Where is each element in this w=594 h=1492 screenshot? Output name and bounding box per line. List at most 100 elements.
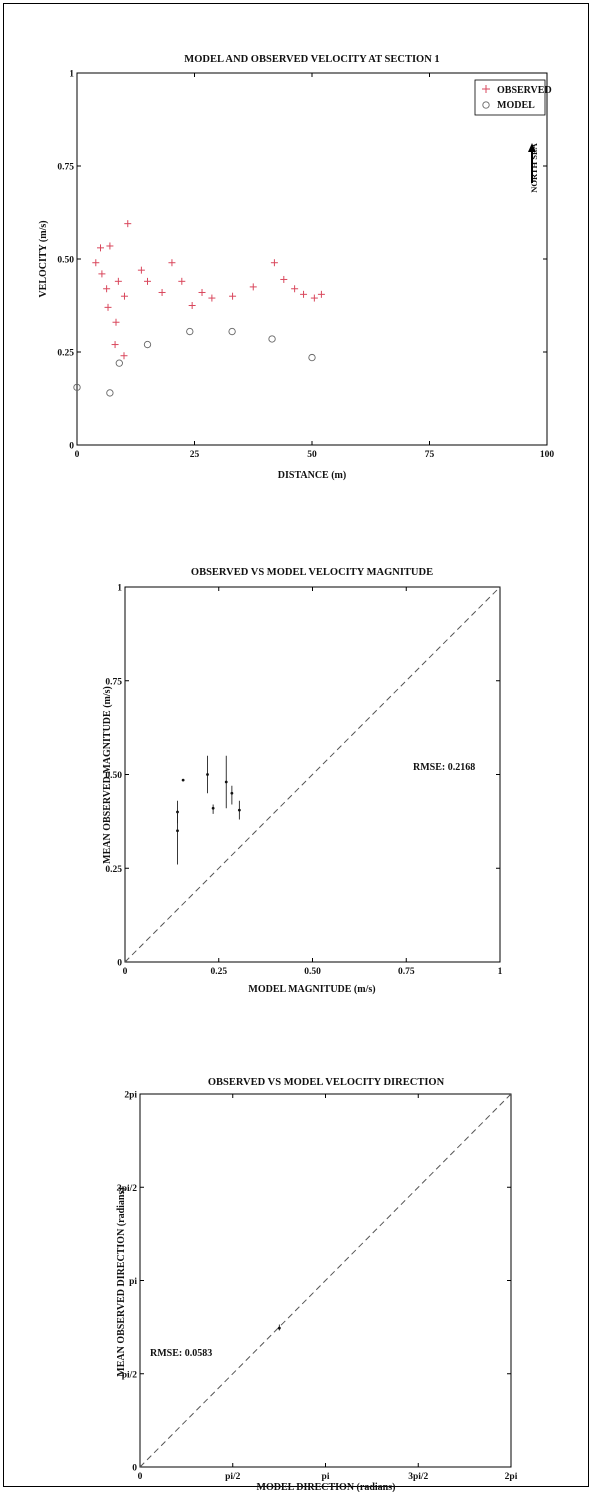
observed-point — [198, 288, 206, 296]
errorbar-point — [206, 755, 209, 794]
model-point — [143, 340, 152, 349]
legend-observed-label: OBSERVED — [497, 85, 552, 96]
observed-point — [317, 290, 325, 298]
y-tick-label: 0 — [132, 1464, 137, 1474]
x-tick-label: 3pi/2 — [408, 1472, 428, 1482]
observed-point — [137, 266, 145, 274]
errorbar-point — [211, 804, 215, 814]
x-tick-label: 1 — [498, 967, 503, 977]
model-point — [186, 327, 194, 336]
x-tick-label: 25 — [190, 450, 200, 460]
observed-point — [300, 290, 308, 298]
observed-point — [168, 259, 176, 267]
x-tick-label: 0.50 — [304, 967, 321, 977]
chart1-legend-box — [474, 79, 546, 116]
x-tick-label: 0.25 — [210, 967, 227, 977]
y-tick-label: 0.75 — [105, 677, 122, 687]
observed-point — [310, 294, 318, 302]
x-tick-label: 50 — [307, 450, 317, 460]
x-tick-label: 0 — [75, 450, 80, 460]
observed-point — [178, 277, 186, 285]
x-tick-label: 100 — [540, 450, 555, 460]
chart2-rmse: RMSE: 0.2168 — [413, 762, 475, 773]
y-tick-label: 2pi — [124, 1091, 137, 1101]
chart3-points — [277, 1324, 281, 1331]
chart1-title: MODEL AND OBSERVED VELOCITY AT SECTION 1 — [184, 54, 439, 65]
observed-point — [97, 244, 104, 252]
observed-point — [208, 294, 216, 302]
y-tick-label: pi/2 — [122, 1370, 138, 1380]
model-point — [115, 359, 123, 367]
y-tick-label: 0.25 — [57, 349, 74, 359]
legend-model-marker — [482, 101, 490, 109]
y-tick-label: 0 — [69, 442, 74, 452]
model-point — [106, 389, 114, 397]
observed-point — [112, 318, 120, 326]
observed-point — [111, 341, 119, 349]
model-point — [268, 335, 276, 343]
chart2-title: OBSERVED VS MODEL VELOCITY MAGNITUDE — [191, 567, 433, 578]
north-arrow-icon — [528, 143, 536, 183]
observed-point — [270, 259, 278, 267]
y-tick-label: pi — [129, 1277, 137, 1287]
chart-velocity-direction: OBSERVED VS MODEL VELOCITY DIRECTION 0 pi… — [116, 1077, 518, 1492]
chart3-ticks: 0 pi/2 pi 3pi/2 2pi 0 pi/2 pi 3pi/2 2pi — [117, 1091, 518, 1483]
y-tick-label: 3pi/2 — [117, 1184, 137, 1194]
observed-point — [144, 277, 151, 285]
chart1-xlabel: DISTANCE (m) — [278, 470, 346, 481]
y-tick-label: 0.50 — [105, 771, 122, 781]
chart3-identity-line — [139, 1093, 512, 1468]
chart3-rmse: RMSE: 0.0583 — [150, 1348, 212, 1359]
x-tick-label: 75 — [425, 450, 435, 460]
observed-point — [98, 270, 106, 278]
errorbar-point — [230, 785, 234, 805]
observed-point — [291, 285, 299, 293]
chart2-points — [176, 755, 241, 865]
observed-point — [188, 302, 196, 309]
observed-point — [229, 292, 237, 300]
chart-velocity-magnitude: OBSERVED VS MODEL VELOCITY MAGNITUDE 0 0.… — [102, 567, 503, 995]
chart1-ylabel: VELOCITY (m/s) — [38, 220, 49, 297]
y-tick-label: 1 — [117, 584, 122, 594]
model-point — [308, 353, 316, 362]
x-tick-label: 0 — [123, 967, 128, 977]
errorbar-point — [181, 778, 185, 782]
model-point — [73, 383, 81, 391]
errorbar-point — [224, 755, 228, 809]
y-tick-label: 0.50 — [57, 256, 74, 266]
y-tick-label: 0.25 — [105, 865, 122, 875]
model-point — [228, 327, 236, 336]
observed-point — [103, 285, 111, 293]
figure-frame — [3, 3, 589, 1487]
errorbar-point — [176, 812, 179, 865]
observed-point — [114, 277, 122, 285]
y-tick-label: 1 — [69, 70, 74, 80]
chart1-axes — [76, 72, 548, 446]
chart2-identity-line — [124, 586, 501, 963]
chart-velocity-section: MODEL AND OBSERVED VELOCITY AT SECTION 1… — [38, 54, 554, 481]
chart2-ticks: 0 0.25 0.50 0.75 1 0 0.25 0.50 0.75 1 — [105, 584, 502, 978]
x-tick-label: pi — [322, 1472, 330, 1482]
legend-model-label: MODEL — [497, 100, 535, 111]
x-tick-label: 2pi — [505, 1472, 518, 1482]
chart1-ticks: 0 25 50 75 100 0 0.25 0.50 0.75 1 — [57, 70, 554, 461]
north-sea-label: NORTH SEA — [529, 142, 539, 192]
errorbar-point — [237, 800, 241, 820]
y-tick-label: 0.75 — [57, 163, 74, 173]
observed-point — [106, 242, 114, 250]
observed-point — [158, 288, 166, 296]
x-tick-label: 0.75 — [398, 967, 415, 977]
chart3-ylabel: MEAN OBSERVED DIRECTION (radians) — [116, 1187, 127, 1376]
observed-point — [280, 275, 288, 283]
errorbar-point — [277, 1324, 281, 1331]
chart2-xlabel: MODEL MAGNITUDE (m/s) — [248, 984, 375, 995]
observed-point — [120, 292, 128, 300]
legend-observed-marker — [482, 85, 490, 93]
x-tick-label: pi/2 — [225, 1472, 241, 1482]
y-tick-label: 0 — [117, 959, 122, 969]
chart2-ylabel: MEAN OBSERVED MAGNITUDE (m/s) — [102, 686, 113, 864]
chart3-xlabel: MODEL DIRECTION (radians) — [257, 1482, 396, 1492]
observed-point — [120, 352, 128, 360]
chart1-points — [73, 220, 325, 397]
